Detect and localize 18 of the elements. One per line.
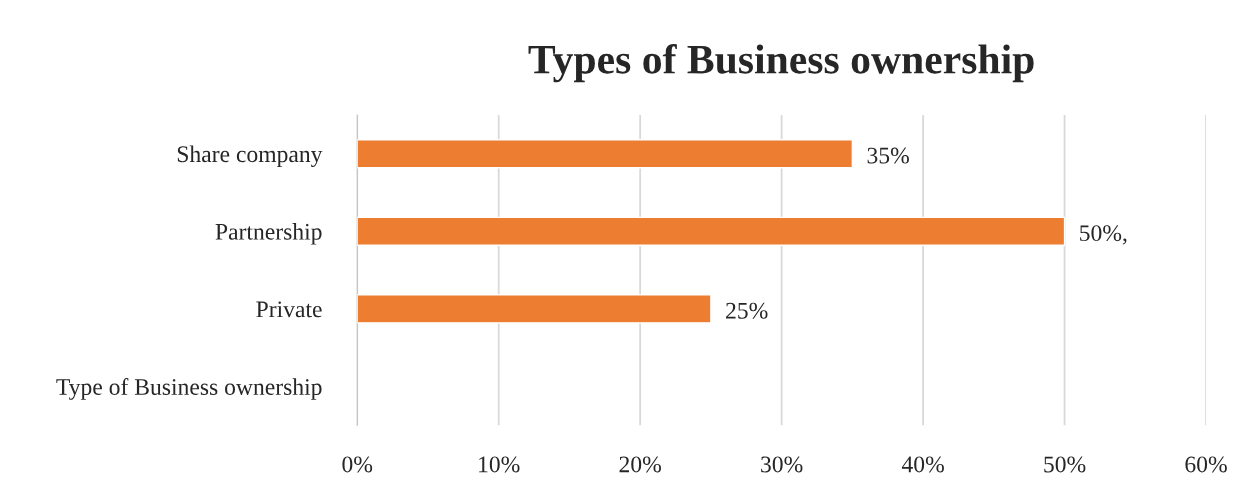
y-tick-label: Type of Business ownership xyxy=(56,378,322,400)
x-tick-label: 40% xyxy=(901,456,944,473)
x-tick-label: 10% xyxy=(479,456,520,473)
bar xyxy=(357,139,854,169)
x-tick-label: 60% xyxy=(1185,456,1227,473)
bar xyxy=(357,216,1066,246)
data-label: 25% xyxy=(726,302,768,319)
chart-title: Types of Business ownership xyxy=(528,43,1034,83)
data-label: 35% xyxy=(867,147,909,164)
y-tick-label: Private xyxy=(256,301,322,318)
x-tick-label: 50% xyxy=(1044,456,1086,473)
bar xyxy=(357,294,712,324)
x-tick-label: 30% xyxy=(761,456,803,473)
x-tick-label: 20% xyxy=(619,456,661,473)
x-tick-label: 0% xyxy=(342,456,373,473)
y-tick-label: Partnership xyxy=(215,223,322,245)
y-tick-label: Share company xyxy=(177,145,323,168)
data-label: 50%, xyxy=(1080,225,1127,245)
